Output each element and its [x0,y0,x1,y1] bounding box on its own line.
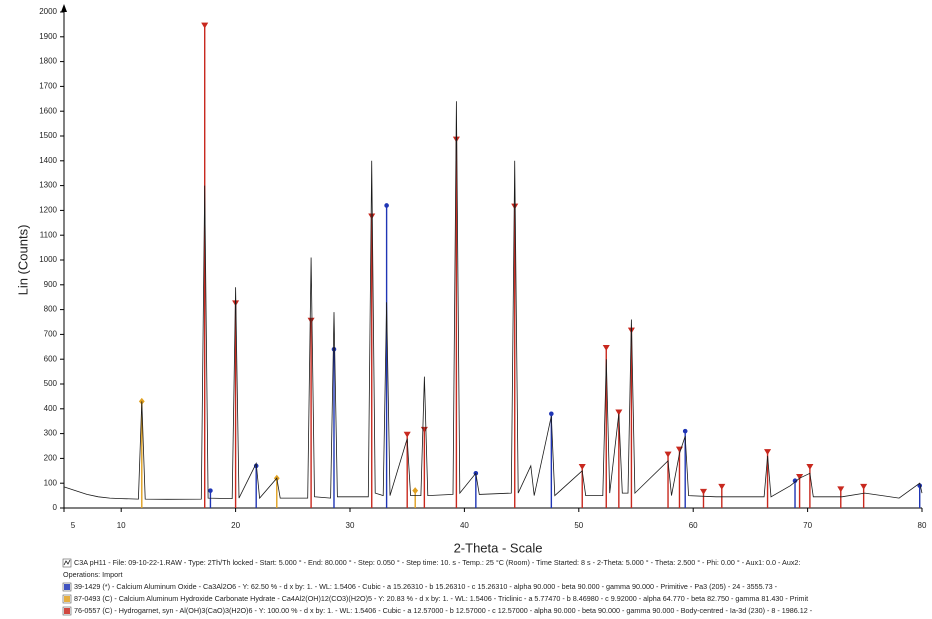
diffraction-pattern [63,101,923,500]
y-tick-label: 2000 [39,7,57,16]
legend-icon-fill [64,608,70,614]
peak-marker [796,473,804,480]
y-tick-label: 1300 [39,181,57,190]
peak-marker [384,203,389,208]
x-tick-label: 20 [231,521,240,530]
legend-entry: 87-0493 (C) - Calcium Aluminum Hydroxide… [62,594,808,604]
legend-entry: 39-1429 (*) - Calcium Aluminum Oxide - C… [62,582,778,592]
y-tick-label: 100 [44,478,58,487]
x-tick-label: 30 [346,521,355,530]
peak-marker [615,409,623,416]
y-tick-label: 1400 [39,156,57,165]
y-tick-label: 1600 [39,106,57,115]
peak-marker [806,464,814,470]
legend-label: 87-0493 (C) - Calcium Aluminum Hydroxide… [74,594,808,603]
x-axis-label: 2-Theta - Scale [454,540,543,555]
y-tick-label: 900 [44,280,58,289]
y-tick-label: 1100 [40,230,58,239]
peak-marker [201,22,209,29]
peak-marker [331,346,337,352]
peak-marker [549,411,554,417]
peak-marker [682,428,688,434]
peak-marker [208,488,213,493]
peak-marker [511,203,519,210]
peak-marker [837,486,845,493]
y-tick-label: 1800 [39,57,57,66]
y-tick-label: 800 [44,305,58,314]
x-tick-label: 40 [460,521,469,530]
y-tick-label: 0 [53,503,58,512]
peak-marker [412,487,419,495]
peak-marker [602,344,610,351]
x-tick-label: 50 [574,521,583,530]
y-tick-label: 1500 [39,131,57,140]
legend-note: Operations: Import [63,570,123,579]
peak-marker [578,464,586,470]
x-tick-label: 60 [689,521,698,530]
peak-marker [764,449,772,456]
legend-label: 39-1429 (*) - Calcium Aluminum Oxide - C… [74,582,778,591]
y-tick-label: 200 [44,454,58,463]
legend-label: 76-0557 (C) - Hydrogarnet, syn - Al(OH)3… [74,606,813,615]
peak-marker [664,451,672,458]
y-tick-label: 400 [44,404,58,413]
legend-icon-fill [64,596,70,602]
x-tick-label: 70 [803,521,812,530]
x-tick-label: 5 [71,521,76,530]
peak-marker [860,483,868,490]
y-tick-label: 700 [44,330,58,339]
y-tick-label: 500 [44,379,58,388]
y-tick-label: 1000 [39,255,57,264]
peak-marker [403,431,411,438]
peak-marker [307,317,315,324]
legend-icon-line [63,559,71,566]
peak-marker [368,213,376,220]
y-tick-label: 600 [44,354,58,363]
peak-marker [699,488,708,495]
legend-icon-fill [64,584,70,590]
y-axis-arrow [61,4,67,12]
legend-entry: 76-0557 (C) - Hydrogarnet, syn - Al(OH)3… [62,606,813,616]
y-tick-label: 1700 [39,82,57,91]
legend-label: C3A pH11 - File: 09-10-22-1.RAW - Type: … [74,558,800,567]
y-tick-label: 1200 [39,206,57,215]
legend-entry: C3A pH11 - File: 09-10-22-1.RAW - Type: … [62,558,800,568]
y-axis-label: Lin (Counts) [15,225,30,296]
x-tick-label: 10 [117,521,126,530]
y-tick-label: 300 [44,429,58,438]
peak-marker [718,483,726,490]
peak-marker [420,426,428,433]
y-tick-label: 1900 [39,32,57,41]
x-tick-label: 80 [918,521,927,530]
